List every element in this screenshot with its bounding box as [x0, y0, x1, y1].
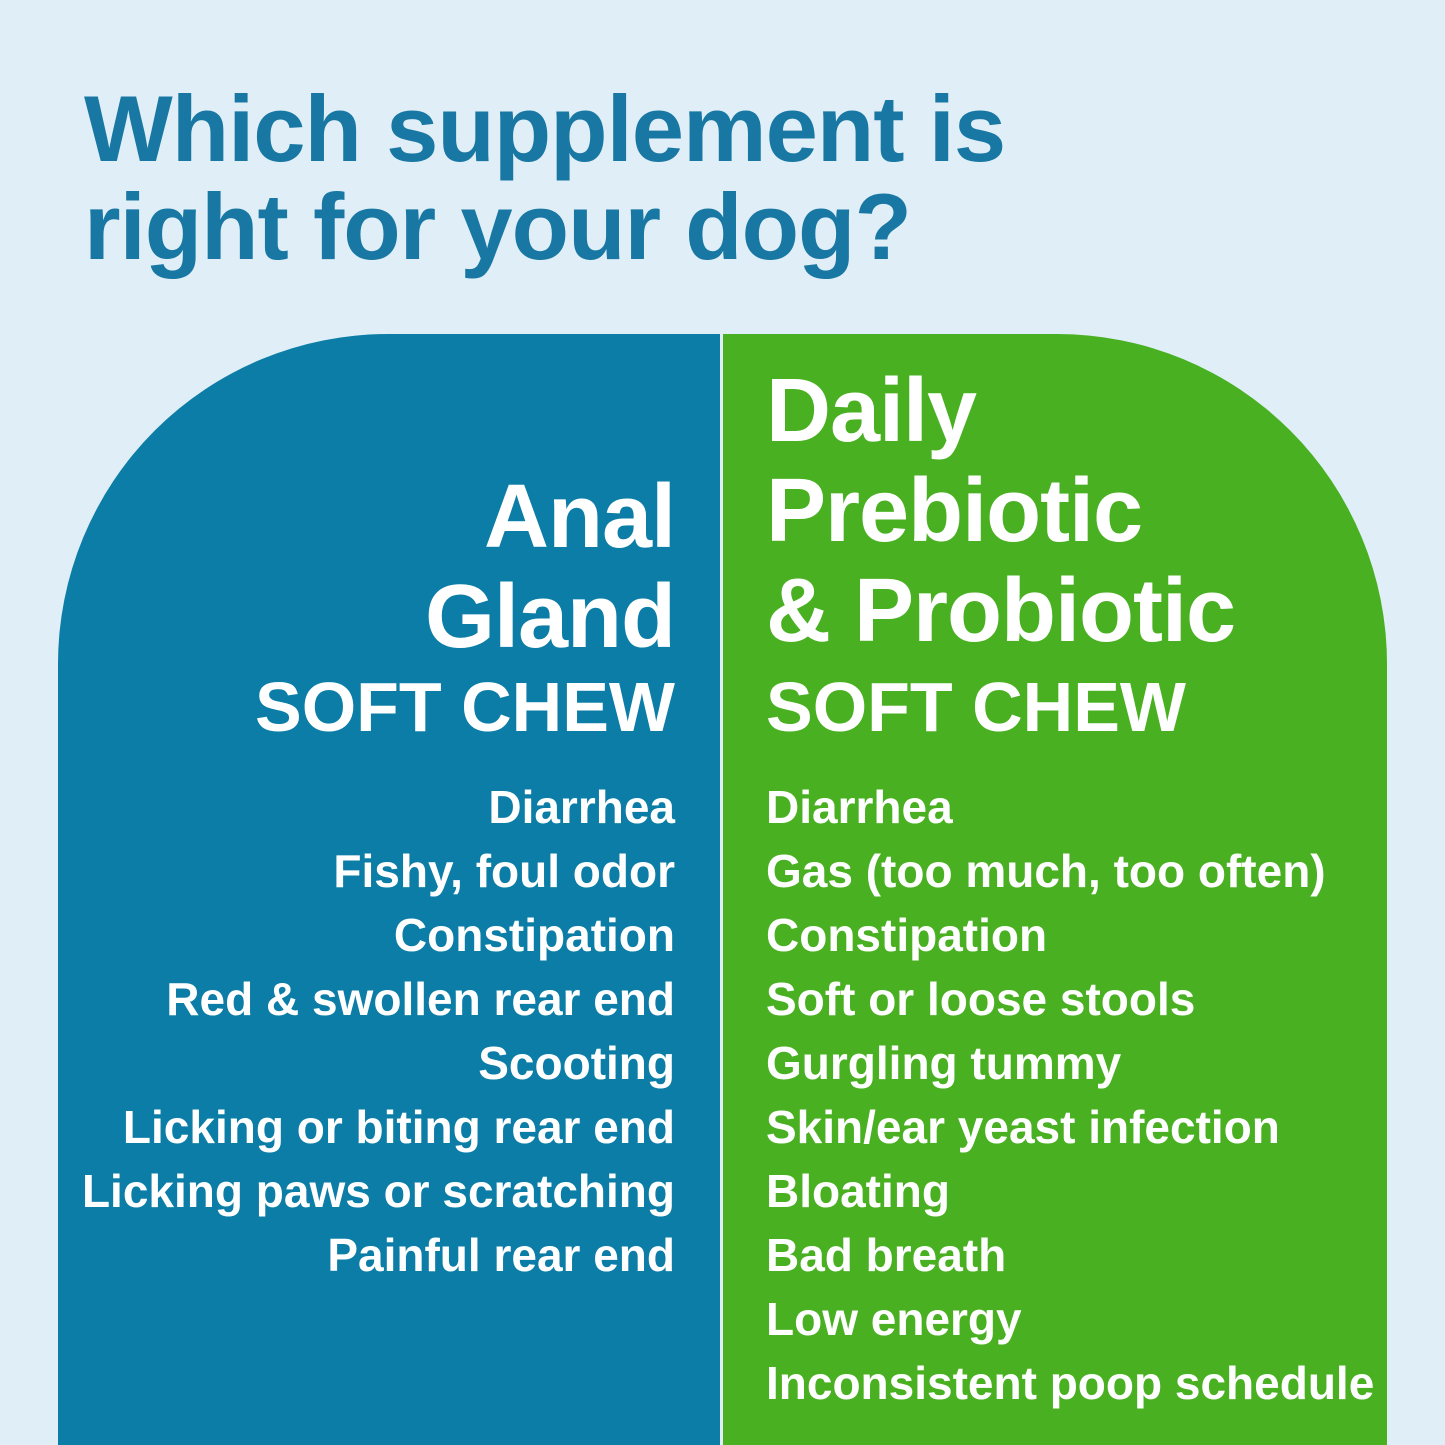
symptom-item: Low energy: [766, 1293, 1022, 1345]
symptom-item: Constipation: [766, 909, 1048, 961]
symptom-item: Licking or biting rear end: [122, 1101, 675, 1153]
symptom-item: Bloating: [766, 1165, 950, 1217]
product-name-line: Anal: [483, 467, 676, 567]
symptom-item: Bad breath: [766, 1229, 1007, 1281]
prebiotic-probiotic-product-name: Daily Prebiotic & Probiotic: [766, 361, 1236, 661]
symptom-item: Painful rear end: [327, 1229, 675, 1281]
symptom-item: Scooting: [478, 1037, 675, 1089]
page-title-line-1: Which supplement is: [84, 76, 1006, 181]
product-name-line: Gland: [424, 567, 676, 667]
symptom-item: Red & swollen rear end: [166, 973, 675, 1025]
symptom-item: Diarrhea: [488, 781, 675, 833]
page-title: Which supplement is right for your dog?: [84, 76, 1006, 279]
comparison-panels: Anal Gland SOFT CHEW Diarrhea Fishy, fou…: [58, 334, 1387, 1445]
symptom-item: Constipation: [393, 909, 675, 961]
symptom-item: Gurgling tummy: [766, 1037, 1122, 1089]
anal-gland-soft-chew-label: SOFT CHEW: [255, 668, 675, 746]
symptom-item: Skin/ear yeast infection: [766, 1101, 1280, 1153]
symptom-item: Inconsistent poop schedule: [766, 1357, 1375, 1409]
page-title-line-2: right for your dog?: [84, 174, 912, 279]
product-name-line: & Probiotic: [766, 561, 1236, 661]
prebiotic-probiotic-symptom-list: Diarrhea Gas (too much, too often) Const…: [766, 775, 1374, 1415]
symptom-item: Licking paws or scratching: [81, 1165, 675, 1217]
prebiotic-probiotic-soft-chew-label: SOFT CHEW: [766, 668, 1186, 746]
anal-gland-product-name: Anal Gland: [424, 467, 676, 667]
symptom-item: Soft or loose stools: [766, 973, 1196, 1025]
product-name-line: Prebiotic: [766, 461, 1143, 561]
anal-gland-symptom-list: Diarrhea Fishy, foul odor Constipation R…: [82, 775, 675, 1287]
product-name-line: Daily: [766, 361, 977, 461]
symptom-item: Fishy, foul odor: [333, 845, 675, 897]
prebiotic-probiotic-panel: Daily Prebiotic & Probiotic SOFT CHEW Di…: [723, 334, 1387, 1445]
symptom-item: Diarrhea: [766, 781, 953, 833]
symptom-item: Gas (too much, too often): [766, 845, 1326, 897]
anal-gland-panel: Anal Gland SOFT CHEW Diarrhea Fishy, fou…: [58, 334, 720, 1445]
